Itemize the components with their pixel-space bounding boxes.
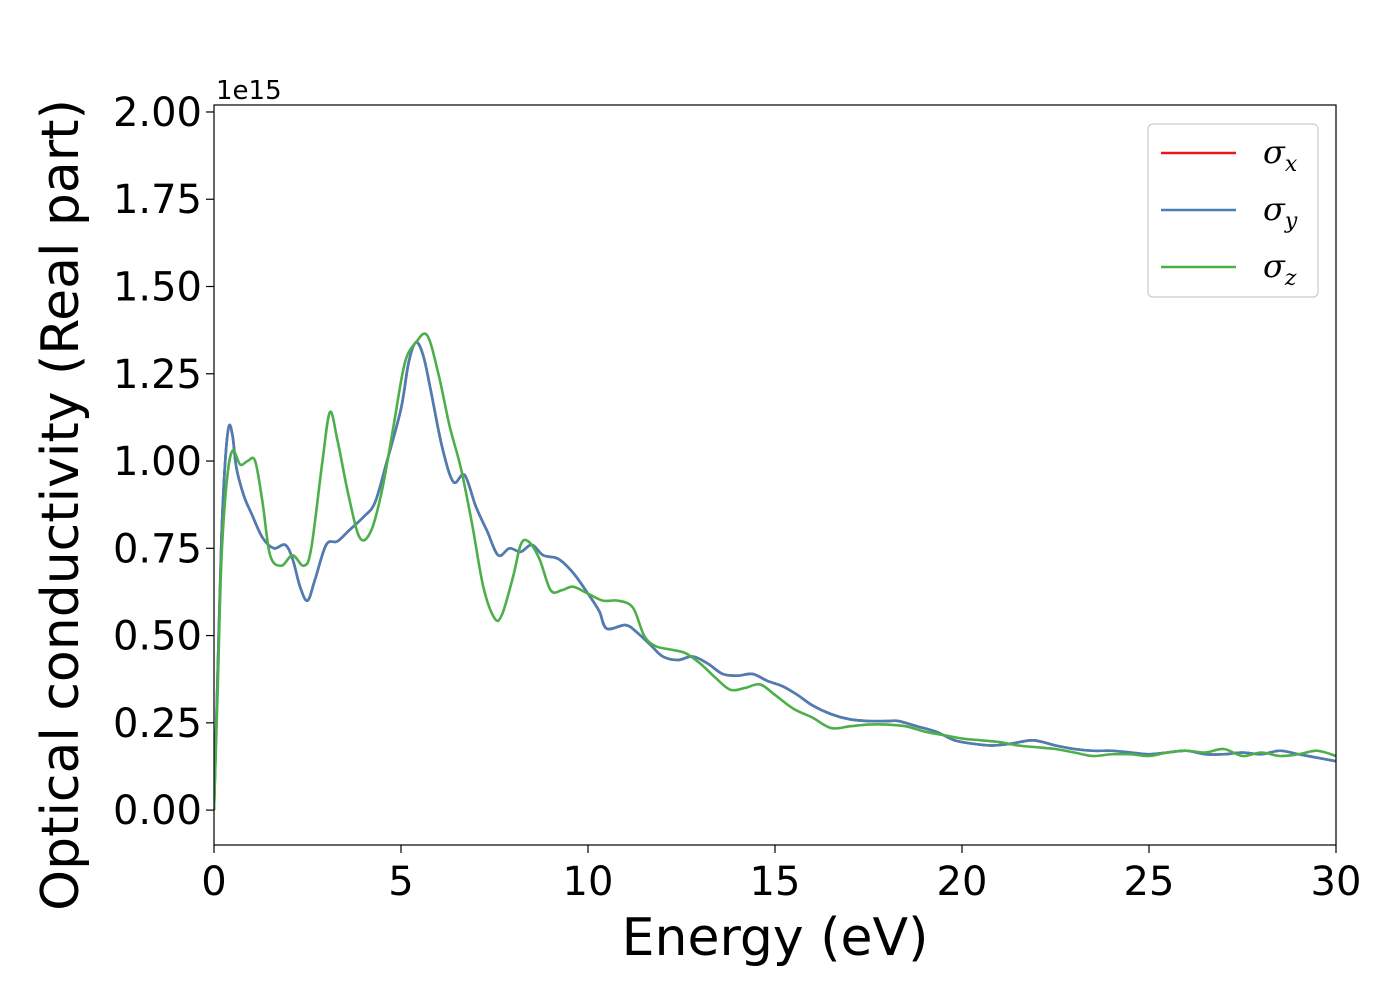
series-line-y — [214, 340, 1336, 811]
x-tick-label: 10 — [563, 859, 614, 905]
y-tick-label: 0.25 — [113, 701, 202, 747]
legend: σx σy σz — [1147, 123, 1319, 298]
y-tick-label: 0.75 — [113, 526, 202, 572]
y-tick-label: 1.25 — [113, 352, 202, 398]
legend-label-y: σy — [1263, 190, 1298, 234]
x-tick-label: 5 — [388, 859, 413, 905]
y-tick-label: 1.75 — [113, 177, 202, 223]
series-layer — [214, 332, 1336, 811]
y-tick-label: 0.00 — [113, 788, 202, 834]
y-axis-offset-label: 1e15 — [216, 76, 282, 106]
x-tick-label: 30 — [1311, 859, 1362, 905]
series-line-x — [214, 340, 1336, 811]
y-tick-label: 2.00 — [113, 90, 202, 136]
x-tick-label: 0 — [201, 859, 226, 905]
x-tick-label: 20 — [937, 859, 988, 905]
y-tick-label: 1.50 — [113, 265, 202, 311]
x-tick-label: 15 — [750, 859, 801, 905]
legend-label-z: σz — [1263, 247, 1297, 291]
x-axis-title: Energy (eV) — [622, 908, 929, 968]
ticks-layer: 0 5 10 15 20 25 30 0.00 0.25 0.50 0.75 1.00 1.25 1.50… — [113, 90, 1362, 905]
y-tick-label: 1.00 — [113, 439, 202, 485]
y-axis-title: Optical conductivity (Real part) — [31, 99, 91, 911]
x-tick-label: 25 — [1124, 859, 1175, 905]
y-tick-label: 0.50 — [113, 614, 202, 660]
legend-label-x: σx — [1263, 133, 1298, 177]
series-line-z — [214, 332, 1336, 811]
